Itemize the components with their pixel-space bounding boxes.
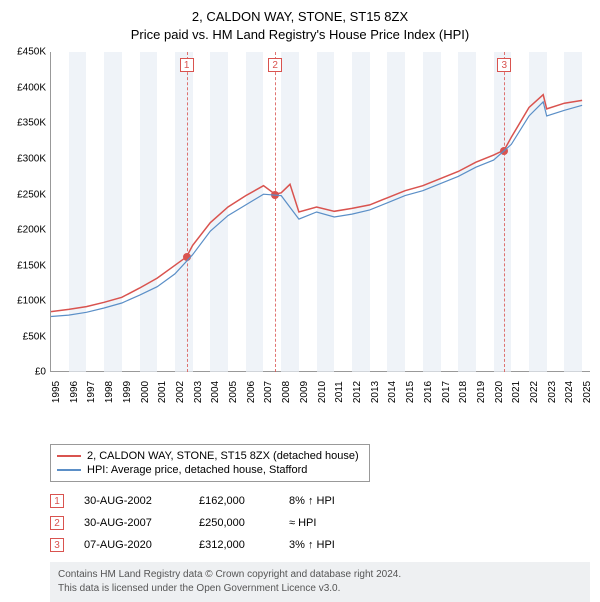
x-tick-label: 2000 [140,381,151,403]
footnote-line1: Contains HM Land Registry data © Crown c… [58,568,582,582]
legend-row: 2, CALDON WAY, STONE, ST15 8ZX (detached… [57,449,363,463]
y-tick-label: £0 [6,367,46,378]
y-tick-label: £50K [6,331,46,342]
x-tick-label: 2001 [157,381,168,403]
legend: 2, CALDON WAY, STONE, ST15 8ZX (detached… [50,444,370,482]
x-tick-label: 2008 [281,381,292,403]
event-row-badge: 2 [50,516,64,530]
y-tick-label: £200K [6,225,46,236]
event-row-date: 30-AUG-2002 [84,495,179,507]
event-row-badge: 1 [50,494,64,508]
y-tick-label: £450K [6,47,46,58]
legend-swatch [57,469,81,471]
title-address: 2, CALDON WAY, STONE, ST15 8ZX [0,8,600,26]
event-row-date: 30-AUG-2007 [84,517,179,529]
chart-title: 2, CALDON WAY, STONE, ST15 8ZX Price pai… [0,0,600,44]
event-row-note: 8% ↑ HPI [289,495,335,507]
event-row-date: 07-AUG-2020 [84,539,179,551]
x-tick-label: 2021 [511,381,522,403]
x-tick-label: 2024 [564,381,575,403]
x-tick-label: 1999 [122,381,133,403]
plot-region: £0£50K£100K£150K£200K£250K£300K£350K£400… [50,52,590,372]
x-tick-label: 2002 [175,381,186,403]
x-tick-label: 2006 [246,381,257,403]
event-row: 1 30-AUG-2002 £162,000 8% ↑ HPI [50,490,590,512]
x-tick-label: 2003 [193,381,204,403]
y-tick-label: £100K [6,296,46,307]
event-row-note: 3% ↑ HPI [289,539,335,551]
x-tick-label: 2009 [299,381,310,403]
x-tick-label: 2004 [210,381,221,403]
x-tick-label: 2013 [370,381,381,403]
x-tick-label: 2019 [476,381,487,403]
x-tick-label: 2012 [352,381,363,403]
footnote: Contains HM Land Registry data © Crown c… [50,562,590,602]
x-tick-label: 2022 [529,381,540,403]
legend-row: HPI: Average price, detached house, Staf… [57,463,363,477]
x-tick-label: 2015 [405,381,416,403]
x-tick-label: 2020 [494,381,505,403]
x-tick-label: 2007 [263,381,274,403]
title-subtitle: Price paid vs. HM Land Registry's House … [0,26,600,44]
x-tick-label: 1998 [104,381,115,403]
event-row-badge: 3 [50,538,64,552]
chart-container: 2, CALDON WAY, STONE, ST15 8ZX Price pai… [0,0,600,590]
x-tick-label: 2005 [228,381,239,403]
legend-label: 2, CALDON WAY, STONE, ST15 8ZX (detached… [87,450,359,462]
x-tick-label: 2018 [458,381,469,403]
line-series-svg [51,52,591,372]
x-tick-label: 2010 [317,381,328,403]
footnote-line2: This data is licensed under the Open Gov… [58,582,582,596]
series-line-hpi [51,102,582,317]
x-tick-label: 2023 [547,381,558,403]
chart-area: £0£50K£100K£150K£200K£250K£300K£350K£400… [50,52,590,402]
event-row-price: £250,000 [199,517,269,529]
y-tick-label: £350K [6,118,46,129]
x-tick-label: 2025 [582,381,593,403]
y-tick-label: £400K [6,82,46,93]
event-row-price: £162,000 [199,495,269,507]
series-line-price_paid [51,95,582,312]
event-row-price: £312,000 [199,539,269,551]
x-tick-label: 2011 [334,382,345,404]
x-tick-label: 1995 [51,381,62,403]
legend-swatch [57,455,81,457]
event-row-note: ≈ HPI [289,517,316,529]
x-tick-label: 1996 [69,381,80,403]
x-tick-label: 2014 [387,381,398,403]
event-row: 3 07-AUG-2020 £312,000 3% ↑ HPI [50,534,590,556]
event-table: 1 30-AUG-2002 £162,000 8% ↑ HPI 2 30-AUG-2007… [50,490,590,556]
x-tick-label: 2016 [423,381,434,403]
y-tick-label: £300K [6,154,46,165]
legend-label: HPI: Average price, detached house, Staf… [87,464,307,476]
y-tick-label: £150K [6,260,46,271]
y-tick-label: £250K [6,189,46,200]
x-tick-label: 1997 [86,381,97,403]
x-tick-label: 2017 [441,381,452,403]
event-row: 2 30-AUG-2007 £250,000 ≈ HPI [50,512,590,534]
